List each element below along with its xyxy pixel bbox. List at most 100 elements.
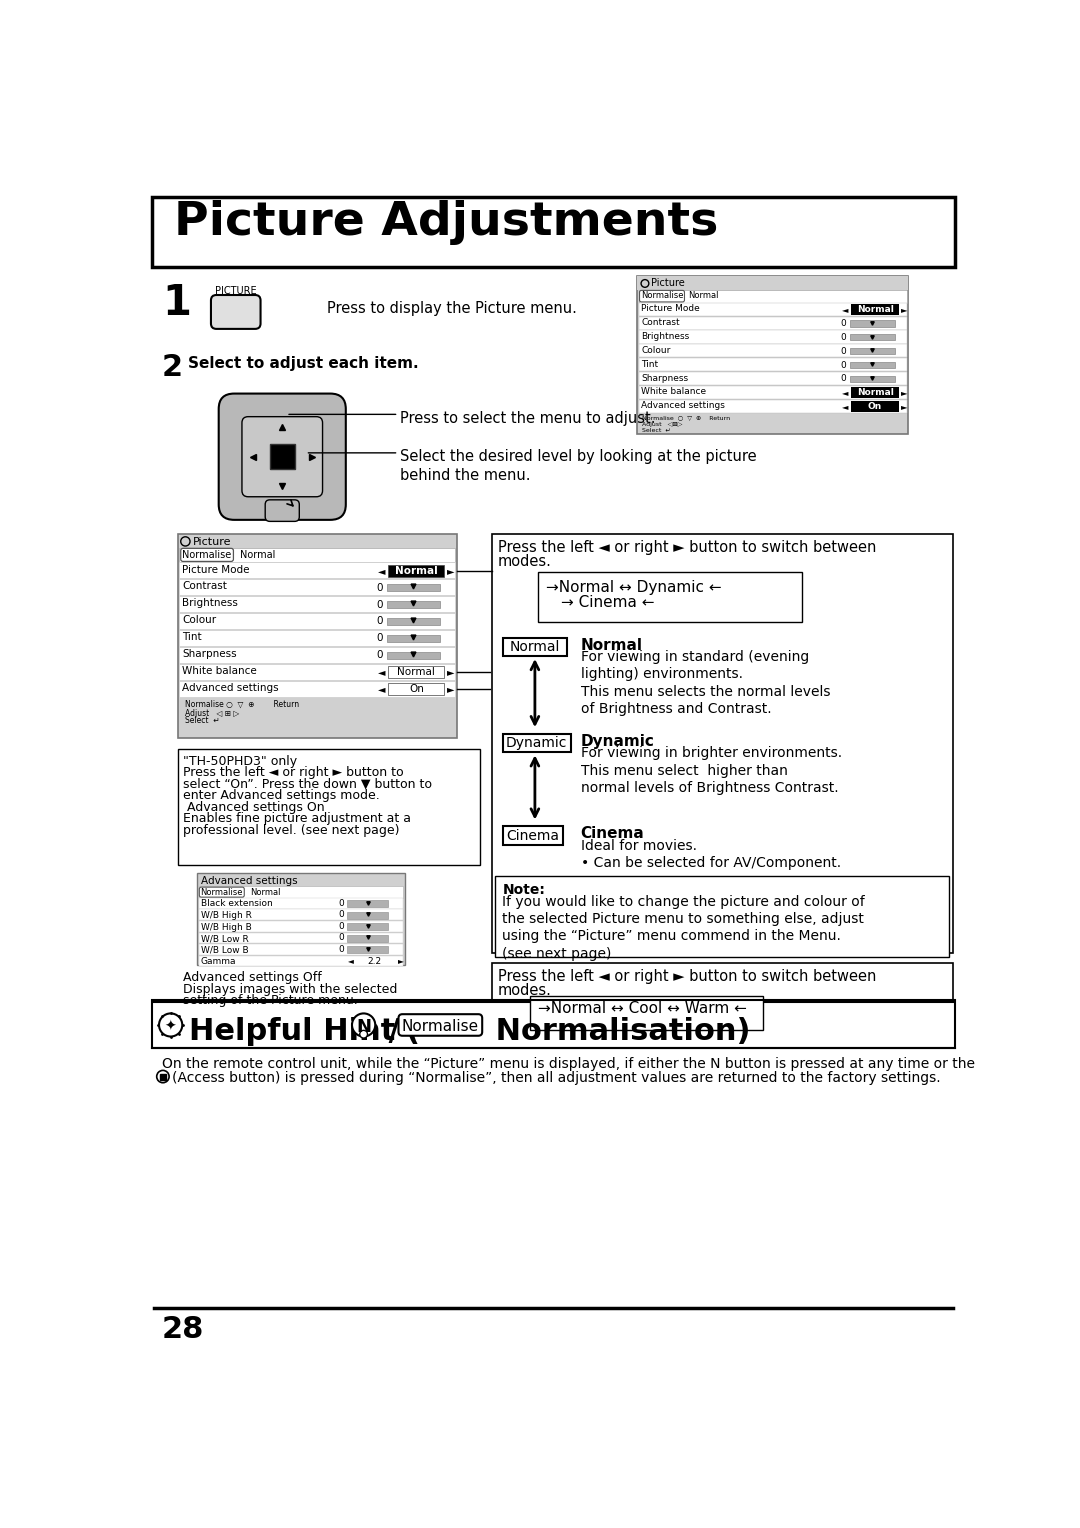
Text: 0: 0 — [338, 934, 345, 943]
Text: Select  ↵: Select ↵ — [642, 428, 671, 434]
Text: ◄: ◄ — [378, 668, 386, 677]
Text: 0: 0 — [840, 333, 847, 342]
Text: (Access button) is pressed during “Normalise”, then all adjustment values are re: (Access button) is pressed during “Norma… — [172, 1071, 941, 1085]
Text: →Normal ↔ Dynamic ←: →Normal ↔ Dynamic ← — [545, 581, 721, 594]
Text: Select  ↵: Select ↵ — [186, 717, 220, 726]
FancyBboxPatch shape — [177, 749, 480, 865]
Text: Sharpness: Sharpness — [183, 649, 237, 659]
Text: Normal: Normal — [688, 292, 719, 299]
Text: Tint: Tint — [183, 633, 202, 642]
Text: For viewing in brighter environments.
This menu select  higher than
normal level: For viewing in brighter environments. Th… — [581, 746, 841, 795]
Text: PICTURE: PICTURE — [215, 286, 257, 296]
Text: 0: 0 — [840, 374, 847, 384]
FancyBboxPatch shape — [638, 387, 907, 399]
Text: ►: ► — [397, 957, 404, 966]
Text: Picture: Picture — [193, 536, 231, 547]
FancyBboxPatch shape — [399, 1015, 482, 1036]
Text: White balance: White balance — [642, 388, 706, 396]
Text: Normalise ○  ▽  ⊕        Return: Normalise ○ ▽ ⊕ Return — [186, 700, 299, 709]
Text: Normal: Normal — [856, 388, 893, 397]
Text: 0: 0 — [377, 616, 383, 626]
Text: Press to display the Picture menu.: Press to display the Picture menu. — [327, 301, 577, 316]
FancyBboxPatch shape — [389, 666, 444, 678]
FancyBboxPatch shape — [638, 316, 907, 330]
FancyBboxPatch shape — [850, 335, 894, 341]
Text: 0: 0 — [338, 898, 345, 908]
FancyBboxPatch shape — [850, 348, 894, 354]
Text: 2: 2 — [162, 353, 184, 382]
FancyBboxPatch shape — [638, 290, 907, 303]
Text: enter Advanced settings mode.: enter Advanced settings mode. — [183, 790, 380, 802]
FancyBboxPatch shape — [503, 827, 563, 845]
Text: Displays images with the selected: Displays images with the selected — [183, 983, 397, 996]
Text: Select the desired level by looking at the picture
behind the menu.: Select the desired level by looking at t… — [400, 449, 757, 483]
Text: On: On — [868, 402, 882, 411]
FancyBboxPatch shape — [638, 344, 907, 358]
Text: ►: ► — [901, 306, 907, 315]
FancyBboxPatch shape — [199, 932, 403, 943]
FancyBboxPatch shape — [387, 584, 440, 591]
Text: Normalisation): Normalisation) — [485, 1016, 751, 1045]
FancyBboxPatch shape — [387, 651, 440, 659]
Text: Ideal for movies.
• Can be selected for AV/Component.: Ideal for movies. • Can be selected for … — [581, 839, 840, 869]
Text: On the remote control unit, while the “Picture” menu is displayed, if either the: On the remote control unit, while the “P… — [162, 1057, 975, 1071]
Text: 0: 0 — [338, 911, 345, 920]
FancyBboxPatch shape — [152, 197, 955, 266]
FancyBboxPatch shape — [638, 330, 907, 344]
Text: Colour: Colour — [183, 616, 216, 625]
FancyBboxPatch shape — [850, 362, 894, 368]
Text: If you would like to change the picture and colour of
the selected Picture menu : If you would like to change the picture … — [502, 895, 865, 961]
FancyBboxPatch shape — [179, 596, 455, 613]
Text: Advanced settings On: Advanced settings On — [183, 801, 325, 814]
Text: For viewing in standard (evening
lighting) environments.
This menu selects the n: For viewing in standard (evening lightin… — [581, 649, 831, 717]
Text: Contrast: Contrast — [183, 582, 227, 591]
FancyBboxPatch shape — [197, 872, 405, 964]
Text: Select to adjust each item.: Select to adjust each item. — [188, 356, 418, 371]
Text: Brightness: Brightness — [183, 599, 239, 608]
Text: Normal: Normal — [249, 888, 280, 897]
Text: select “On”. Press the down ▼ button to: select “On”. Press the down ▼ button to — [183, 778, 432, 792]
Text: Advanced settings: Advanced settings — [642, 402, 725, 411]
Text: 0: 0 — [840, 361, 847, 370]
FancyBboxPatch shape — [348, 935, 388, 941]
Text: White balance: White balance — [183, 666, 257, 677]
Text: ►: ► — [447, 565, 455, 576]
FancyBboxPatch shape — [179, 613, 455, 630]
Text: 2.2: 2.2 — [367, 957, 381, 966]
Text: W/B Low B: W/B Low B — [201, 946, 248, 955]
Text: Press to select the menu to adjust.: Press to select the menu to adjust. — [400, 411, 656, 425]
FancyBboxPatch shape — [387, 634, 440, 642]
Text: 0: 0 — [338, 921, 345, 931]
Text: Contrast: Contrast — [642, 318, 679, 327]
Text: W/B Low R: W/B Low R — [201, 934, 248, 943]
Text: Advanced settings Off: Advanced settings Off — [183, 972, 322, 984]
FancyBboxPatch shape — [200, 888, 244, 897]
FancyBboxPatch shape — [639, 290, 685, 303]
Text: 0: 0 — [377, 651, 383, 660]
Text: Normal: Normal — [856, 306, 893, 315]
FancyBboxPatch shape — [266, 500, 299, 521]
FancyBboxPatch shape — [199, 898, 403, 909]
Circle shape — [360, 1030, 367, 1038]
FancyBboxPatch shape — [179, 562, 455, 579]
FancyBboxPatch shape — [389, 564, 444, 578]
FancyBboxPatch shape — [850, 376, 894, 382]
Circle shape — [157, 1071, 170, 1083]
FancyBboxPatch shape — [242, 417, 323, 497]
Text: Normal: Normal — [395, 565, 437, 576]
Text: Cinema: Cinema — [507, 828, 559, 842]
Text: Brightness: Brightness — [642, 332, 689, 341]
Text: Dynamic: Dynamic — [581, 733, 654, 749]
Text: "TH-50PHD3" only: "TH-50PHD3" only — [183, 755, 297, 767]
Text: Normal: Normal — [240, 550, 275, 559]
Text: 0: 0 — [377, 582, 383, 593]
Text: ◄: ◄ — [841, 306, 848, 315]
Circle shape — [352, 1013, 375, 1036]
Text: → Cinema ←: → Cinema ← — [562, 596, 654, 610]
FancyBboxPatch shape — [638, 303, 907, 316]
Text: Normalise: Normalise — [201, 888, 243, 897]
Text: 0: 0 — [338, 944, 345, 953]
FancyBboxPatch shape — [389, 683, 444, 695]
Text: Adjust   ◁⊞▷: Adjust ◁⊞▷ — [642, 422, 683, 426]
Text: Cinema: Cinema — [581, 827, 645, 842]
